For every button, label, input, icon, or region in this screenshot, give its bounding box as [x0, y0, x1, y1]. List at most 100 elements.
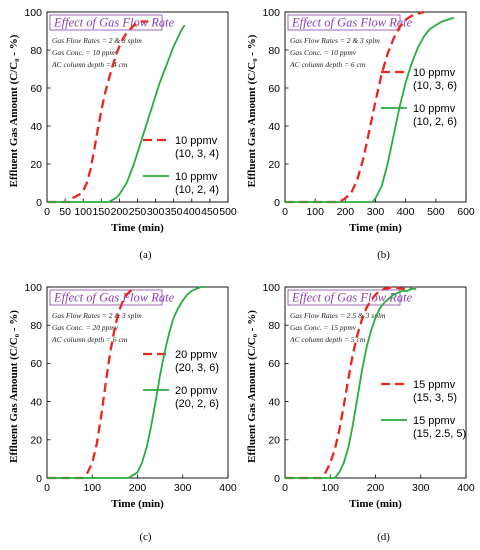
legend-label: 15 ppmv: [413, 379, 456, 391]
panel-title: Effect of Gas Flow Rate: [53, 291, 175, 305]
condition-note: Gas Flow Rates = 2 & 3 splm: [290, 36, 380, 45]
x-tick-label: 300: [147, 206, 165, 218]
y-axis-title: Effluent Gas Amount (C/C₀ - %): [8, 34, 20, 187]
x-tick-label: 100: [321, 482, 339, 494]
y-tick-label: 60: [268, 83, 280, 95]
chart-panel-2: 0 100 200 300 400 500 600 0 20 40 60 80 100 Time (min…: [246, 7, 475, 261]
legend-label: (10, 2, 4): [175, 184, 219, 196]
x-tick-label: 600: [457, 206, 475, 218]
y-tick-label: 40: [268, 396, 280, 408]
x-tick-label: 200: [129, 482, 147, 494]
condition-note: Gas Conc. = 10 ppmv: [52, 48, 119, 57]
x-tick-label: 0: [282, 206, 288, 218]
y-tick-label: 60: [30, 83, 42, 95]
x-tick-label: 200: [367, 482, 385, 494]
legend-label: 10 ppmv: [175, 171, 218, 183]
condition-note: Gas Conc. = 20 ppmv: [52, 323, 119, 332]
x-tick-label: 100: [306, 206, 324, 218]
x-tick-label: 500: [427, 206, 445, 218]
x-tick-label: 150: [93, 206, 111, 218]
y-tick-label: 20: [268, 435, 280, 447]
y-tick-label: 0: [36, 197, 42, 209]
legend-label: 10 ppmv: [175, 135, 218, 147]
y-tick-label: 20: [30, 159, 42, 171]
panel-caption: (b): [377, 249, 390, 261]
y-tick-label: 80: [30, 320, 42, 332]
condition-note: AC column depth = 6 cm: [51, 335, 128, 344]
condition-note: Gas Flow Rates = 2.5 & 3 splm: [290, 311, 386, 320]
panel-caption: (d): [377, 531, 390, 543]
x-tick-label: 500: [219, 206, 237, 218]
condition-note: AC column depth = 5 cm: [289, 335, 366, 344]
x-tick-label: 400: [219, 482, 237, 494]
panel-title: Effect of Gas Flow Rate: [53, 16, 175, 30]
y-tick-label: 40: [30, 121, 42, 133]
x-tick-label: 50: [59, 206, 71, 218]
y-axis-title: Effluent Gas Amount (C/C₀ - %): [8, 310, 20, 463]
y-tick-label: 0: [274, 473, 280, 485]
y-tick-label: 60: [268, 358, 280, 370]
panel-caption: (a): [139, 249, 152, 261]
condition-note: Gas Flow Rates = 2 & 3 splm: [52, 36, 142, 45]
panel-title-box: [287, 289, 401, 306]
legend-label: 15 ppmv: [413, 415, 456, 427]
panel-title-box: [287, 14, 401, 31]
x-tick-label: 200: [337, 206, 355, 218]
series-line-green-solid: [285, 287, 417, 479]
legend-label: (20, 2, 6): [175, 398, 219, 410]
x-tick-label: 400: [397, 206, 415, 218]
y-axis-title: Effluent Gas Amount (C/C₀ - %): [246, 310, 258, 463]
series-line-green-solid: [47, 24, 186, 203]
y-tick-label: 0: [274, 197, 280, 209]
series-line-green-solid: [47, 286, 206, 479]
series-line-red-dashed: [285, 10, 425, 204]
y-tick-label: 60: [30, 358, 42, 370]
y-tick-label: 80: [30, 45, 42, 57]
x-tick-label: 400: [183, 206, 201, 218]
legend-label: (10, 3, 4): [175, 148, 219, 160]
y-tick-label: 100: [262, 7, 280, 19]
legend-label: 20 ppmv: [175, 385, 218, 397]
series-line-green-solid: [285, 16, 455, 203]
x-tick-label: 0: [44, 206, 50, 218]
chart-panel-3: 0 100 200 300 400 0 20 40 60 80 100 Time (min) Efflu…: [8, 282, 237, 543]
condition-note: Gas Conc. = 10 ppmv: [290, 48, 357, 57]
panel-title-box: [49, 289, 163, 306]
series-line-red-dashed: [47, 288, 134, 480]
x-tick-label: 100: [83, 482, 101, 494]
condition-note: Gas Conc. = 15 ppmv: [290, 323, 357, 332]
condition-note: Gas Flow Rates = 2 & 3 splm: [52, 311, 142, 320]
legend-label: 20 ppmv: [175, 349, 218, 361]
y-tick-label: 80: [268, 320, 280, 332]
chart-panel-1: 0 50 100 150 200 250 300 350 400 450 5000204060801…: [8, 7, 237, 261]
x-axis-title: Time (min): [111, 222, 164, 234]
y-tick-label: 100: [262, 282, 280, 294]
x-tick-label: 100: [74, 206, 92, 218]
legend-label: 10 ppmv: [413, 67, 456, 79]
y-tick-label: 100: [24, 7, 42, 19]
condition-note: AC column depth = 4 cm: [51, 60, 128, 69]
panel-caption: (c): [139, 531, 152, 543]
legend-label: (20, 3, 6): [175, 362, 219, 374]
x-tick-label: 300: [174, 482, 192, 494]
series-line-red-dashed: [285, 285, 412, 480]
x-tick-label: 200: [111, 206, 129, 218]
y-tick-label: 40: [30, 396, 42, 408]
x-tick-label: 300: [412, 482, 430, 494]
x-axis-title: Time (min): [111, 498, 164, 510]
x-tick-label: 350: [165, 206, 183, 218]
y-tick-label: 20: [268, 159, 280, 171]
chart-panel-4: 0 100 200 300 400 0 20 40 60 80 100 Time (min) Efflu…: [246, 282, 475, 543]
legend-label: (15, 3, 5): [413, 392, 457, 404]
y-tick-label: 20: [30, 435, 42, 447]
legend-label: (10, 2, 6): [413, 116, 457, 128]
y-tick-label: 80: [268, 45, 280, 57]
x-axis-title: Time (min): [349, 222, 402, 234]
panel-title: Effect of Gas Flow Rate: [291, 291, 413, 305]
y-tick-label: 40: [268, 121, 280, 133]
x-tick-label: 450: [201, 206, 219, 218]
condition-note: AC column depth = 6 cm: [289, 60, 366, 69]
x-axis-title: Time (min): [349, 498, 402, 510]
series-line-red-dashed: [47, 20, 149, 204]
